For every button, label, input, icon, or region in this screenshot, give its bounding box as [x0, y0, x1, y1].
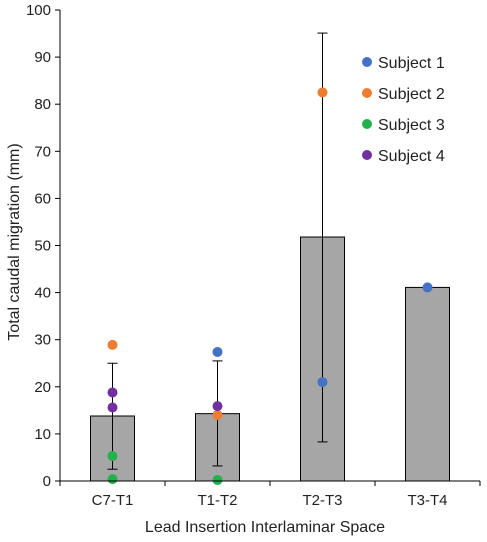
legend-label-subject-1: Subject 1 [378, 55, 445, 72]
y-tick-label-40: 40 [34, 285, 51, 302]
point-subject-2-t1-t2-1 [212, 410, 223, 421]
y-tick-label-100: 100 [26, 2, 51, 19]
x-tick-label-t1-t2: T1-T2 [197, 492, 237, 509]
legend-marker-subject-2 [362, 88, 372, 98]
y-tick-label-60: 60 [34, 190, 51, 207]
y-tick-label-10: 10 [34, 426, 51, 443]
legend-label-subject-3: Subject 3 [378, 117, 445, 134]
y-tick-label-80: 80 [34, 96, 51, 113]
legend-marker-subject-1 [362, 57, 372, 67]
plot-area: 0 10 20 30 40 50 60 70 80 90 100 C7-T1 T1-T2 T2-T3 T3-… [26, 2, 481, 509]
point-subject-4-t1-t2-2 [212, 401, 223, 412]
x-tick-label-c7-t1: C7-T1 [92, 492, 134, 509]
y-tick-label-0: 0 [43, 473, 51, 490]
x-tick-label-t3-t4: T3-T4 [407, 492, 447, 509]
point-subject-3-t1-t2-2 [212, 475, 223, 486]
point-subject-4-c7-t1-0 [107, 387, 118, 398]
legend-label-subject-4: Subject 4 [378, 148, 445, 165]
y-tick-label-90: 90 [34, 49, 51, 66]
legend-marker-subject-4 [362, 150, 372, 160]
x-tick-label-t2-t3: T2-T3 [302, 492, 342, 509]
point-subject-1-t2-t3-1 [317, 377, 328, 388]
y-tick-label-30: 30 [34, 332, 51, 349]
y-tick-label-20: 20 [34, 379, 51, 396]
point-subject-2-t2-t3-2 [317, 87, 328, 98]
point-subject-4-c7-t1-1 [107, 402, 118, 413]
legend-marker-subject-3 [362, 119, 372, 129]
y-axis-title: Total caudal migration (mm) [6, 143, 23, 340]
point-subject-1-t1-t2-0 [212, 346, 223, 357]
x-axis-title: Lead Insertion Interlaminar Space [145, 519, 385, 536]
point-subject-3-c7-t1-1 [107, 474, 118, 485]
point-subject-2-c7-t1-0 [107, 339, 118, 350]
y-tick-label-50: 50 [34, 238, 51, 255]
point-subject-1-t3-t4-2 [422, 282, 433, 293]
y-tick-label-70: 70 [34, 143, 51, 160]
legend-label-subject-2: Subject 2 [378, 86, 445, 103]
point-subject-3-c7-t1-0 [107, 451, 118, 462]
bar-t3-t4 [405, 286, 450, 482]
